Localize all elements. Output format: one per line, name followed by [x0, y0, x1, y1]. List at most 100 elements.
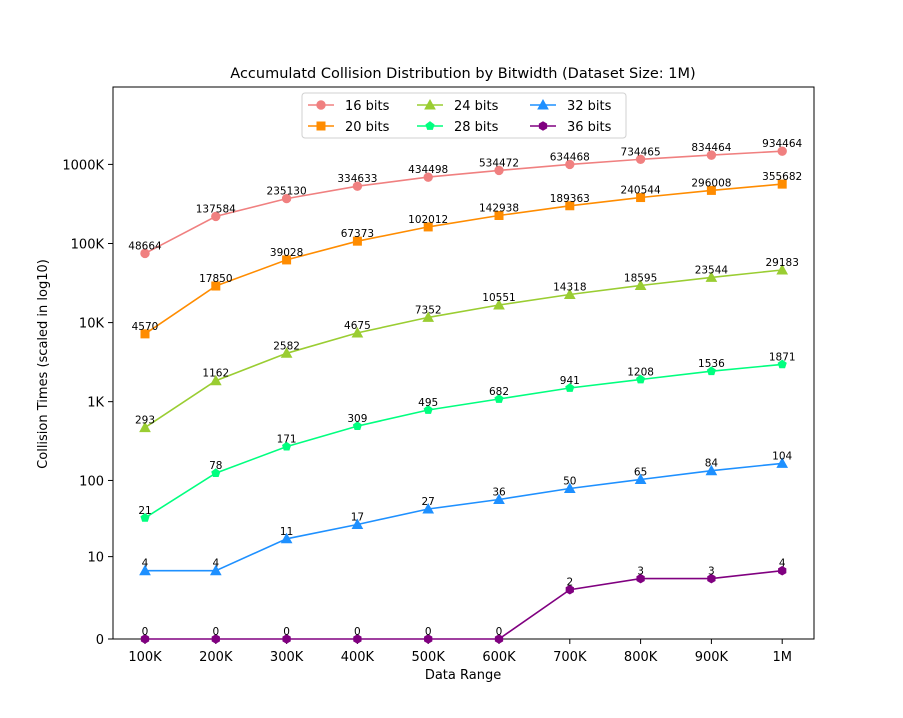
- data-label: 3: [637, 566, 644, 578]
- legend-label: 32 bits: [567, 99, 612, 114]
- legend-marker: [316, 100, 326, 110]
- data-point: [352, 181, 363, 191]
- data-point: [209, 564, 222, 576]
- data-point: [352, 421, 362, 431]
- legend-label: 20 bits: [345, 120, 390, 135]
- data-point: [423, 172, 433, 182]
- data-label: 189363: [550, 193, 590, 205]
- data-label: 0: [283, 626, 290, 638]
- data-label: 0: [354, 626, 361, 638]
- legend-marker: [538, 121, 548, 131]
- data-point: [494, 634, 504, 644]
- data-point: [281, 193, 292, 204]
- legend-label: 36 bits: [567, 120, 612, 135]
- data-point: [139, 421, 151, 433]
- series-line: [144, 183, 783, 335]
- legend-item: 36 bits: [530, 120, 612, 135]
- y-tick-label: 0: [96, 633, 104, 648]
- data-point: [778, 565, 787, 576]
- data-point: [634, 279, 647, 291]
- data-point: [707, 573, 716, 584]
- y-tick-label: 100: [79, 474, 104, 489]
- data-point: [423, 405, 433, 414]
- data-point: [634, 473, 647, 484]
- data-point: [565, 159, 575, 170]
- y-axis: 0 10 100 1K 10K 100K 1000K: [62, 158, 113, 648]
- data-label: 102012: [408, 214, 448, 226]
- data-label: 50: [563, 475, 576, 487]
- data-label: 4: [779, 558, 786, 570]
- data-label: 2582: [273, 340, 300, 352]
- data-point: [635, 154, 646, 165]
- x-tick-label: 500K: [412, 650, 446, 665]
- data-label: 104: [772, 450, 792, 462]
- data-label: 293: [135, 415, 155, 427]
- legend-item: 24 bits: [417, 98, 499, 114]
- data-label: 21: [138, 505, 151, 517]
- x-tick-label: 200K: [199, 650, 233, 665]
- series-28-bits: 21 78 171 309 495 682 941 1208 1536 1871: [138, 351, 796, 522]
- x-tick-label: 700K: [553, 650, 587, 665]
- data-point: [777, 179, 787, 189]
- data-point: [351, 326, 364, 338]
- series-36-bits: 0 0 0 0 0 0 2 3 3 4: [140, 558, 787, 644]
- data-point: [280, 532, 293, 544]
- data-label: 171: [277, 434, 297, 446]
- data-label: 48664: [128, 240, 162, 252]
- data-point: [211, 281, 221, 291]
- data-point: [353, 634, 362, 644]
- data-label: 682: [489, 386, 509, 398]
- data-label: 67373: [341, 228, 374, 240]
- y-tick-label: 10K: [79, 317, 105, 332]
- data-label: 142938: [479, 202, 519, 214]
- data-label: 17: [351, 512, 364, 524]
- x-tick-label: 1M: [772, 650, 792, 665]
- data-label: 4570: [132, 321, 159, 333]
- legend-item: 20 bits: [308, 120, 390, 135]
- data-point: [636, 193, 646, 203]
- legend: 16 bits 20 bits 24 bits 28 bits 32 bits 36 bi…: [301, 92, 627, 139]
- data-label: 0: [212, 626, 219, 638]
- data-point: [563, 288, 576, 299]
- data-label: 296008: [691, 177, 731, 189]
- series-line: [144, 150, 783, 255]
- series-24-bits: 293 1162 2582 4675 7352 10551 14318 18595 23544 2…: [135, 257, 799, 433]
- data-label: 0: [425, 626, 432, 638]
- y-tick-label: 100K: [71, 237, 105, 252]
- data-label: 7352: [415, 304, 442, 316]
- data-point: [705, 464, 718, 476]
- data-label: 84: [705, 458, 719, 470]
- data-point: [282, 255, 292, 265]
- series-20-bits: 4570 17850 39028 67373 102012 142938 189363 240…: [132, 171, 802, 339]
- series-line: [144, 269, 783, 429]
- data-point: [211, 468, 221, 478]
- data-label: 0: [142, 626, 149, 638]
- legend-marker: [425, 121, 435, 130]
- data-point: [776, 263, 789, 275]
- data-point: [565, 383, 575, 392]
- data-label: 29183: [765, 257, 798, 269]
- x-tick-label: 900K: [695, 650, 729, 665]
- data-point: [493, 298, 505, 310]
- data-point: [351, 518, 364, 530]
- legend-marker: [424, 98, 436, 110]
- data-point: [494, 394, 504, 403]
- data-label: 534472: [479, 157, 519, 169]
- data-label: 334633: [337, 173, 377, 185]
- data-label: 78: [209, 460, 222, 472]
- data-label: 4675: [344, 320, 371, 332]
- data-label: 11: [280, 526, 293, 538]
- data-point: [565, 201, 575, 211]
- data-point: [422, 502, 435, 514]
- x-tick-label: 300K: [270, 650, 304, 665]
- data-label: 1208: [627, 366, 654, 378]
- series-line: [144, 363, 783, 519]
- data-label: 23544: [695, 264, 729, 276]
- data-point: [706, 366, 716, 376]
- series-line: [145, 462, 783, 572]
- data-label: 495: [418, 397, 438, 409]
- data-label: 3: [708, 566, 715, 578]
- data-point: [776, 457, 789, 468]
- x-tick-label: 800K: [624, 650, 658, 665]
